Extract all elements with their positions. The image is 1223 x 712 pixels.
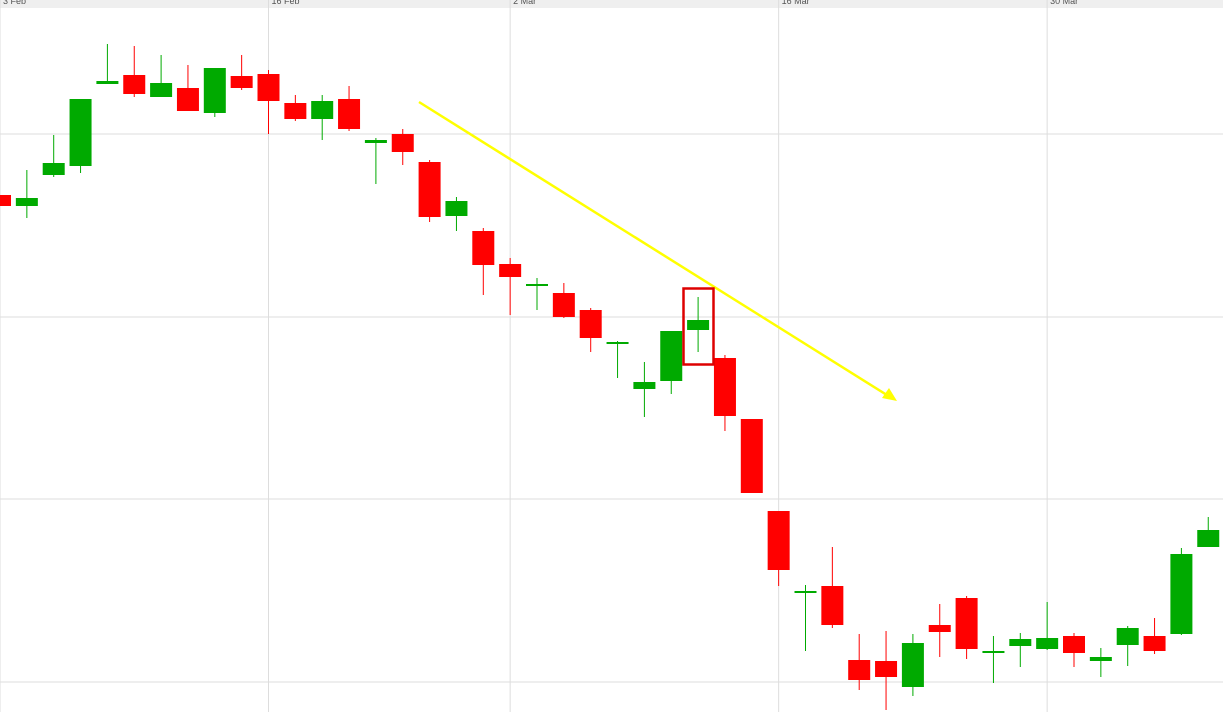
candle-body — [821, 586, 844, 625]
trend-arrow — [418, 100, 891, 399]
candle-body — [230, 76, 253, 88]
candle-body — [794, 591, 817, 593]
candle-body — [42, 163, 65, 175]
candles — [0, 44, 1220, 710]
candle-body — [1143, 636, 1166, 651]
candle-body — [526, 284, 548, 286]
candle-body — [96, 81, 119, 84]
x-tick-label: 30 Mar — [1050, 0, 1078, 6]
candle-body — [311, 101, 334, 119]
x-tick-label: 3 Feb — [3, 0, 26, 6]
candle-body — [1063, 636, 1085, 653]
candle-body — [176, 88, 199, 111]
candle-body — [150, 83, 173, 97]
candle-body — [687, 320, 710, 330]
candle-body — [418, 162, 441, 217]
candle-body — [633, 382, 656, 389]
candle-body — [15, 198, 38, 206]
candle-body — [901, 643, 924, 687]
candle-body — [767, 511, 790, 570]
candle-body — [1009, 639, 1032, 646]
candle-body — [257, 74, 280, 101]
candle-body — [955, 598, 978, 649]
candle-body — [579, 310, 602, 338]
candle-body — [713, 358, 736, 416]
candle-body — [1089, 657, 1112, 661]
candle-body — [660, 331, 683, 381]
candle-body — [740, 419, 763, 493]
candle-body — [472, 231, 495, 265]
x-tick-label: 2 Mar — [513, 0, 536, 6]
highlight-box — [682, 287, 715, 366]
candle-body — [499, 264, 522, 277]
candle-body — [445, 201, 468, 216]
candle-body — [552, 293, 575, 317]
candle-body — [364, 140, 387, 143]
candle-body — [123, 75, 146, 94]
candle-body — [1116, 628, 1139, 645]
candle-body — [338, 99, 361, 129]
candle-body — [203, 68, 226, 113]
candle-body — [1170, 554, 1193, 634]
candle-body — [928, 625, 951, 632]
candle-body — [982, 651, 1005, 653]
candle-body — [284, 103, 307, 119]
candle-body — [1197, 530, 1220, 547]
candle-body — [606, 342, 629, 344]
candle-body — [391, 134, 414, 152]
x-tick-label: 16 Mar — [782, 0, 810, 6]
candle-body — [69, 99, 92, 166]
x-tick-label: 16 Feb — [272, 0, 300, 6]
date-strip — [0, 0, 1223, 8]
candle-body — [848, 660, 871, 680]
candle-body — [1036, 638, 1059, 649]
candle-body — [875, 661, 898, 677]
candle-body — [0, 195, 11, 206]
arrow-head — [882, 388, 897, 401]
